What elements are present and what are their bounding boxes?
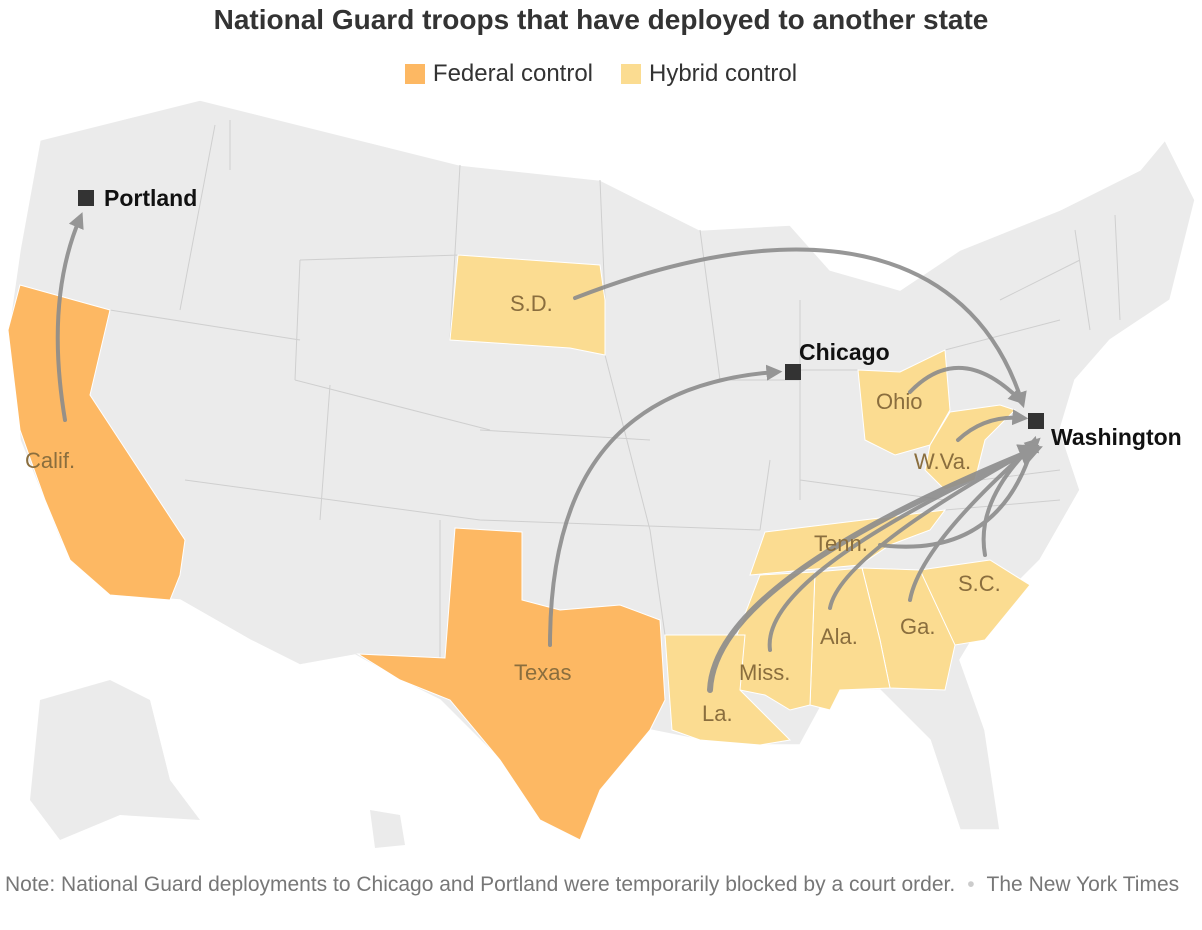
state-label-wva: W.Va. [914, 449, 971, 474]
legend: Federal control Hybrid control [0, 60, 1202, 88]
legend-item-federal: Federal control [404, 60, 593, 88]
state-label-miss: Miss. [739, 660, 790, 685]
city-marker-chicago [785, 364, 801, 380]
arrow-ala-washington [828, 444, 1040, 610]
hawaii [370, 810, 405, 848]
city-marker-portland [78, 190, 94, 206]
legend-swatch-federal [404, 64, 425, 84]
state-louisiana [664, 634, 792, 746]
legend-swatch-hybrid [621, 64, 641, 84]
arrow-tenn-washington [878, 435, 1040, 549]
footnote: Note: National Guard deployments to Chic… [5, 868, 1200, 902]
arrow-miss-washington [767, 446, 1040, 652]
state-california [7, 284, 186, 601]
legend-label: Federal control [432, 60, 593, 87]
separator-dot: • [967, 873, 975, 896]
city-label-washington: Washington [1051, 424, 1182, 450]
state-south-dakota [449, 254, 606, 356]
state-label-tenn: Tenn. [814, 531, 868, 556]
arrow-sd-washington [573, 247, 1027, 409]
state-label-sc: S.C. [958, 571, 1001, 596]
arrow-texas-chicago [548, 364, 783, 647]
alaska [30, 680, 200, 840]
state-borders [109, 120, 1121, 660]
map-title: National Guard troops that have deployed… [213, 4, 989, 35]
note-text: Note: National Guard deployments to Chic… [5, 873, 956, 896]
state-label-texas: Texas [514, 660, 571, 685]
state-texas [356, 527, 666, 841]
state-label-calif: Calif. [25, 448, 75, 473]
arrow-ga-washington [908, 440, 1039, 602]
arrow-ohio-washington [908, 366, 1025, 405]
city-marker-washington [1028, 413, 1044, 429]
deployment-arrows [55, 212, 1043, 693]
legend-label: Hybrid control [649, 60, 798, 87]
arrow-wva-washington [956, 409, 1029, 442]
state-label-ohio: Ohio [876, 389, 922, 414]
state-label-sd: S.D. [510, 291, 553, 316]
legend-item-hybrid: Hybrid control [621, 60, 797, 88]
us-map: Calif. Texas S.D. Ohio W.Va. Tenn. S.C. … [7, 99, 1196, 848]
state-label-ala: Ala. [820, 624, 858, 649]
arrow-la-washington [707, 444, 1043, 693]
city-label-chicago: Chicago [799, 339, 890, 365]
state-label-ga: Ga. [900, 614, 935, 639]
source-credit: The New York Times [986, 873, 1180, 896]
arrow-calif-portland [55, 212, 84, 422]
state-label-la: La. [702, 701, 733, 726]
city-label-portland: Portland [104, 185, 197, 211]
